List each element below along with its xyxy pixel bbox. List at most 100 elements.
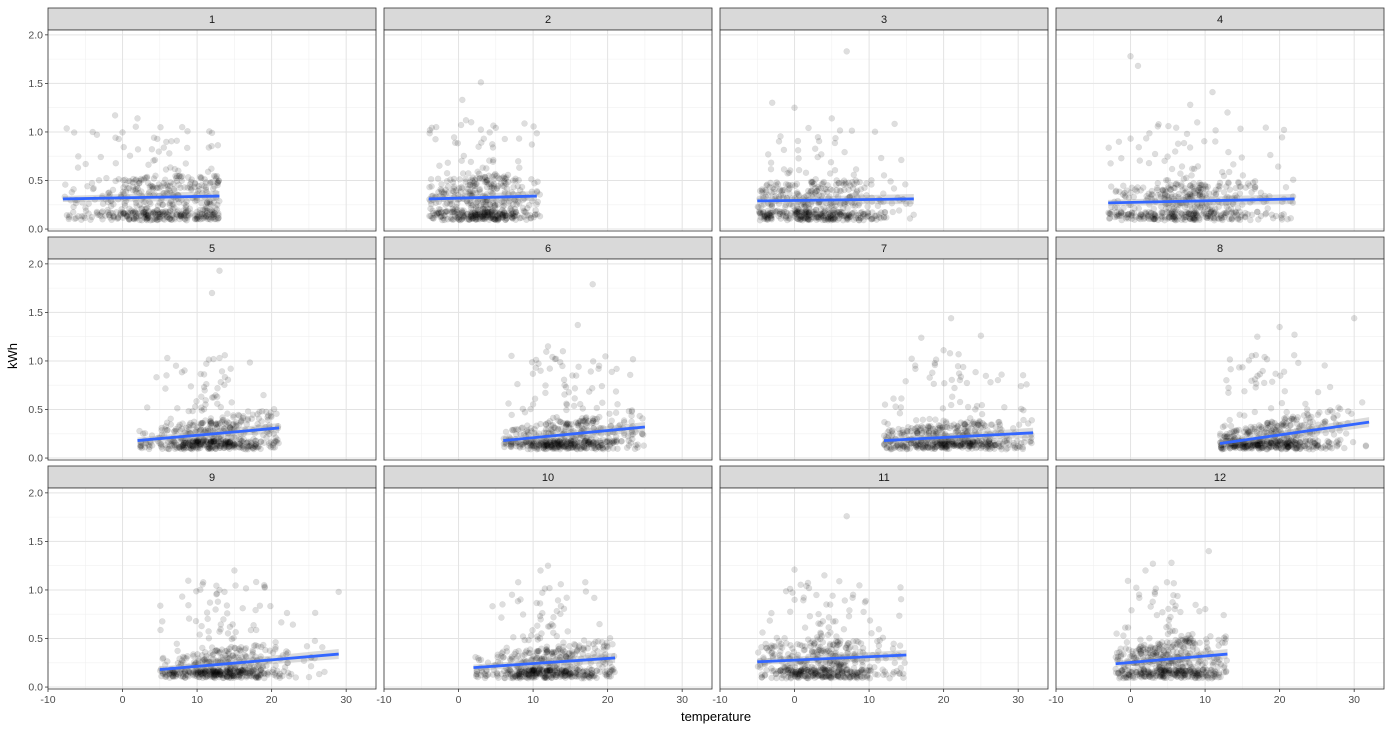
scatter-point — [898, 395, 905, 402]
scatter-point — [122, 188, 130, 195]
scatter-point — [201, 182, 208, 190]
scatter-point — [906, 215, 914, 222]
scatter-point — [111, 112, 119, 119]
scatter-point — [126, 205, 133, 213]
scatter-point — [926, 415, 933, 423]
scatter-point — [132, 187, 139, 194]
scatter-point — [1167, 186, 1174, 193]
scatter-point — [1237, 125, 1244, 132]
scatter-point — [63, 125, 70, 132]
scatter-point — [237, 647, 245, 654]
scatter-point — [199, 644, 206, 652]
scatter-point — [303, 643, 311, 650]
scatter-point — [1232, 427, 1240, 434]
scatter-point — [1128, 184, 1136, 191]
scatter-point — [575, 438, 582, 446]
scatter-point — [216, 354, 223, 362]
scatter-point — [877, 154, 885, 162]
scatter-point — [1284, 439, 1292, 446]
scatter-point — [89, 128, 96, 136]
scatter-point — [1252, 351, 1260, 359]
scatter-point — [78, 212, 86, 220]
scatter-point — [215, 212, 222, 219]
scatter-point — [515, 135, 523, 142]
scatter-point — [1174, 140, 1182, 147]
scatter-point — [178, 593, 186, 600]
scatter-point — [209, 185, 217, 192]
scatter-point — [775, 138, 783, 145]
y-tick-label: 1.5 — [28, 78, 43, 90]
scatter-point — [1105, 144, 1112, 151]
scatter-point — [1274, 163, 1282, 170]
scatter-point — [283, 609, 291, 617]
scatter-point — [164, 426, 171, 434]
scatter-point — [490, 180, 498, 188]
scatter-point — [1232, 208, 1239, 216]
scatter-point — [805, 124, 812, 132]
scatter-point — [955, 370, 963, 377]
scatter-point — [279, 672, 286, 680]
scatter-point — [908, 355, 915, 362]
scatter-point — [995, 418, 1003, 426]
scatter-point — [434, 175, 442, 183]
scatter-point — [147, 200, 154, 207]
scatter-point — [257, 445, 264, 453]
scatter-point — [133, 189, 140, 196]
scatter-point — [972, 406, 979, 413]
scatter-point — [1248, 377, 1255, 385]
scatter-point — [459, 96, 466, 104]
facet-panel-7: 7 — [719, 236, 1049, 461]
scatter-point — [70, 186, 77, 193]
scatter-point — [1230, 161, 1237, 168]
scatter-point — [1241, 387, 1248, 395]
scatter-point — [534, 211, 541, 218]
scatter-point — [1290, 416, 1297, 424]
scatter-point — [187, 186, 195, 193]
scatter-point — [155, 213, 163, 221]
scatter-point — [1254, 333, 1261, 340]
y-tick-label: 1.0 — [28, 355, 43, 367]
scatter-point — [956, 398, 964, 406]
scatter-point — [208, 644, 216, 651]
scatter-point — [443, 169, 451, 177]
scatter-point — [548, 426, 555, 433]
scatter-point — [1267, 151, 1274, 159]
scatter-point — [268, 413, 275, 421]
scatter-point — [187, 383, 195, 390]
scatter-point — [95, 176, 103, 184]
scatter-point — [1248, 189, 1255, 196]
scatter-point — [1236, 190, 1244, 197]
scatter-point — [165, 212, 173, 219]
scatter-point — [319, 644, 326, 651]
scatter-point — [119, 129, 126, 136]
scatter-point — [143, 212, 151, 219]
y-tick-label: 0.0 — [28, 453, 43, 465]
scatter-point — [1136, 157, 1144, 164]
scatter-point — [762, 186, 769, 194]
scatter-point — [931, 361, 939, 369]
scatter-point — [529, 370, 537, 377]
scatter-point — [171, 165, 179, 173]
scatter-point — [501, 443, 508, 451]
scatter-point — [85, 200, 92, 207]
scatter-point — [260, 581, 268, 589]
scatter-point — [929, 442, 936, 450]
scatter-point — [219, 653, 227, 661]
scatter-point — [224, 376, 232, 384]
scatter-point — [912, 417, 920, 424]
scatter-point — [129, 179, 137, 186]
scatter-point — [1178, 216, 1185, 223]
scatter-point — [183, 201, 190, 209]
scatter-point — [477, 126, 485, 133]
trend-line — [757, 197, 914, 203]
scatter-point — [126, 152, 134, 160]
scatter-point — [162, 385, 169, 392]
scatter-point — [948, 376, 956, 384]
scatter-point — [1302, 400, 1309, 408]
scatter-point — [1254, 442, 1262, 449]
scatter-point — [1145, 190, 1152, 198]
scatter-point — [155, 209, 162, 216]
scatter-point — [559, 347, 567, 355]
scatter-point — [143, 173, 151, 181]
scatter-point — [1289, 176, 1297, 184]
